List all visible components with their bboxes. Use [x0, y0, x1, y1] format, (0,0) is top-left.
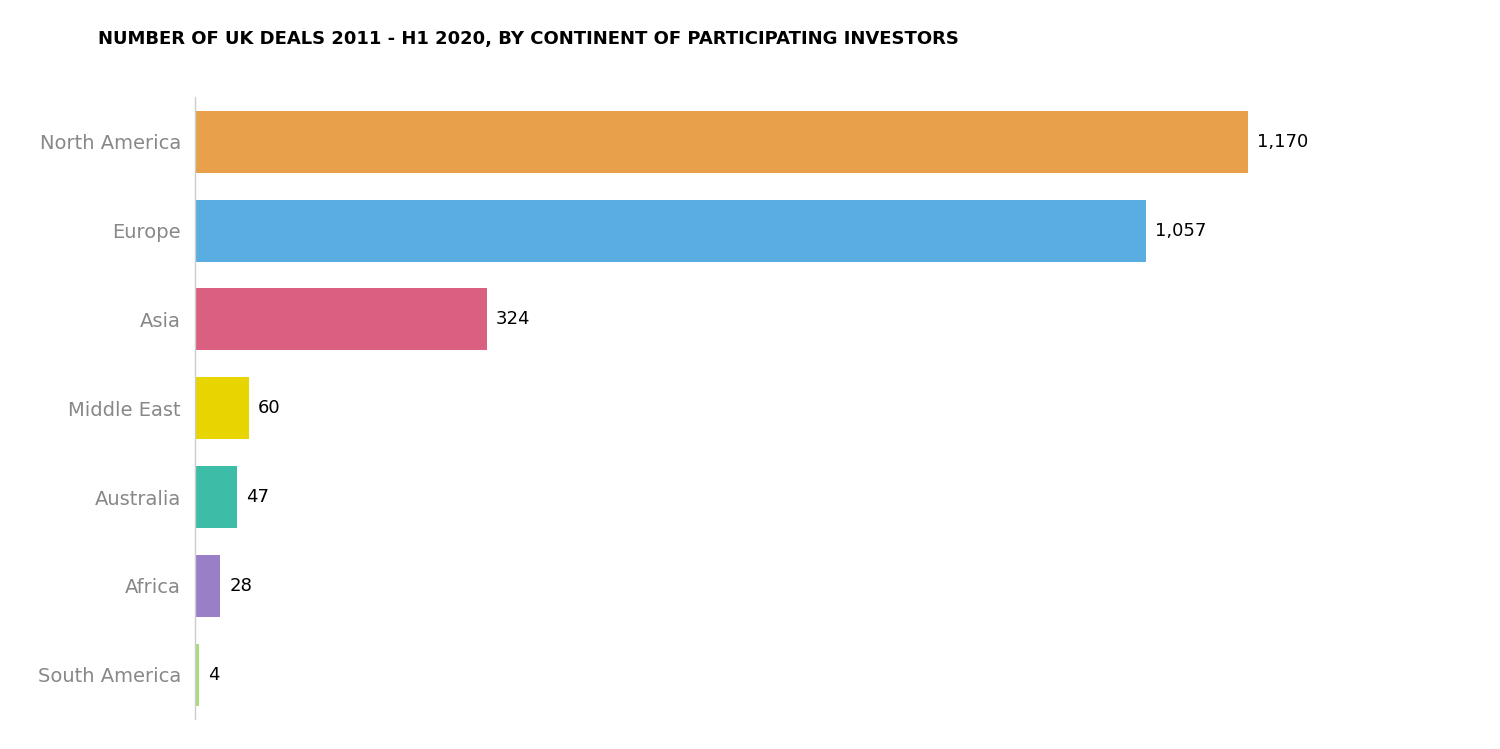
Text: 28: 28 [230, 577, 252, 595]
Text: 1,057: 1,057 [1155, 222, 1206, 240]
Text: 47: 47 [246, 488, 270, 506]
Bar [195, 643, 198, 706]
Bar [195, 111, 1248, 173]
Bar [195, 288, 486, 351]
Bar [195, 555, 220, 617]
Text: 60: 60 [258, 399, 280, 417]
Bar [195, 377, 249, 439]
Text: 324: 324 [495, 310, 530, 328]
Bar [195, 466, 237, 528]
Text: 1,170: 1,170 [1257, 133, 1308, 151]
Text: NUMBER OF UK DEALS 2011 - H1 2020, BY CONTINENT OF PARTICIPATING INVESTORS: NUMBER OF UK DEALS 2011 - H1 2020, BY CO… [98, 30, 959, 48]
Text: 4: 4 [207, 666, 219, 684]
Bar [195, 199, 1146, 261]
